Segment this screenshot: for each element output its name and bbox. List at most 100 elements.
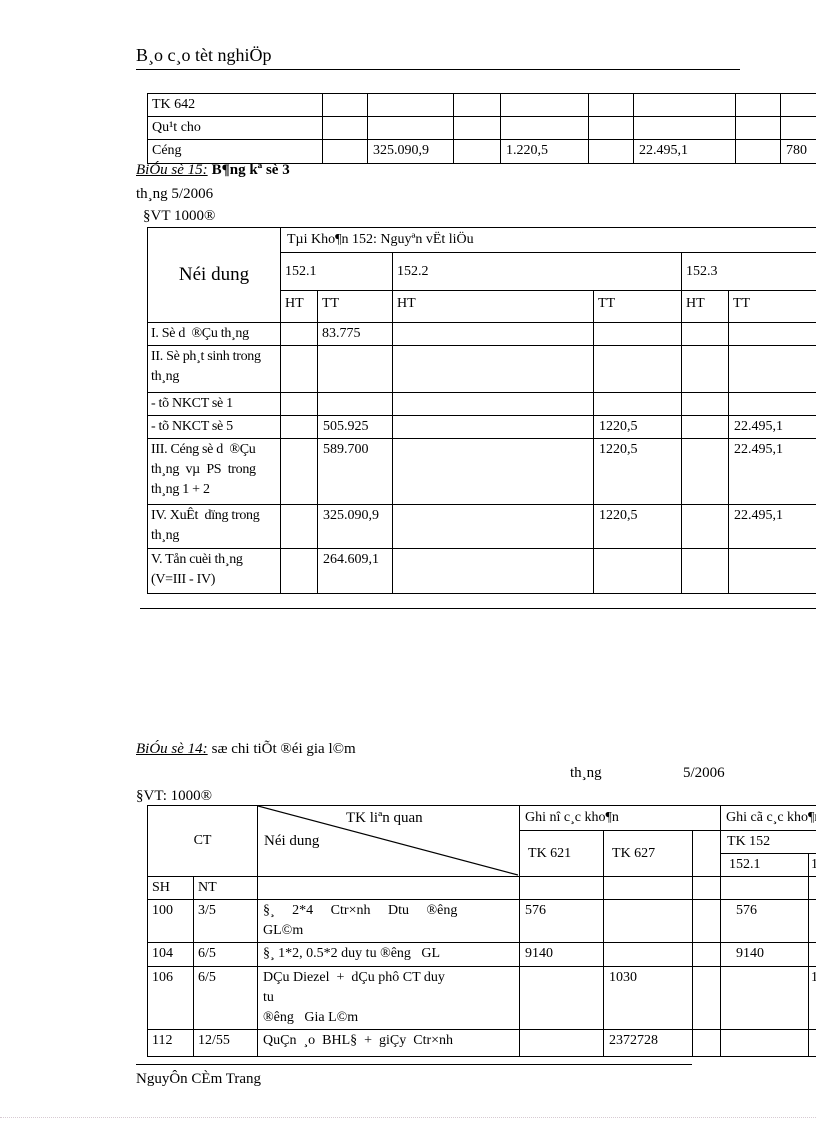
- bieu14-period-value: 5/2006: [683, 765, 725, 781]
- col-header-tt: TT: [593, 290, 682, 323]
- row-label: II. Sè ph¸t sinh trong th¸ng: [147, 345, 281, 393]
- cell-sh: 106: [147, 966, 194, 1030]
- cell-nt: 6/5: [192, 966, 259, 1030]
- summary-value-2: 1.220,5: [500, 139, 589, 164]
- summary-value-4: 780: [780, 139, 816, 164]
- page-title: B¸o c¸o tèt nghiÖp: [136, 44, 740, 70]
- cell-tt1: 589.700: [317, 438, 393, 505]
- cell-152-1: [720, 966, 810, 1030]
- table-row: III. Céng sè d ®Çu th¸ng vµ PS trong th¸…: [147, 438, 816, 505]
- bieu15-caption: BiÓu sè 15: B¶ng kª sè 3: [136, 161, 290, 179]
- table-row: TK 642: [147, 93, 816, 117]
- bieu14-unit: §VT: 1000®: [136, 788, 213, 804]
- header-row: SH NT: [147, 876, 816, 900]
- col-header-ht: HT: [280, 290, 318, 323]
- cell-tt1: 505.925: [317, 415, 393, 439]
- row-label: - tõ NKCT sè 1: [147, 392, 281, 416]
- diagonal-line: [258, 806, 519, 876]
- col-header-152-3: 152.3: [680, 252, 816, 291]
- cell-tk621: [519, 1029, 605, 1057]
- cell-tt3: 22.495,1: [727, 438, 816, 505]
- table-row: II. Sè ph¸t sinh trong th¸ng: [147, 345, 816, 393]
- col-header-152-2: 152.2: [808, 853, 816, 877]
- col-header-tk152: TK 152: [720, 830, 816, 854]
- cell-sh: 104: [147, 942, 194, 967]
- table-row: 106 6/5 DÇu Diezel + dÇu phô CT duy tu ®…: [147, 966, 816, 1030]
- bieu14-caption-title: sæ chi tiÕt ®éi gia l©m: [211, 741, 356, 757]
- col-header-152-2: 152.2: [392, 252, 682, 291]
- row-label: Qu¹t cho: [147, 116, 323, 140]
- col-header-ht: HT: [392, 290, 594, 323]
- row-label: III. Céng sè d ®Çu th¸ng vµ PS trong th¸…: [147, 438, 281, 505]
- cell-152-1: 9140: [720, 942, 810, 967]
- col-header-tt: TT: [727, 290, 816, 323]
- cell-nt: 6/5: [192, 942, 259, 967]
- col-header-noi-dung: Néi dung: [147, 227, 281, 323]
- cell-sh: 112: [147, 1029, 194, 1057]
- table-row: - tõ NKCT sè 5 505.925 1220,5 22.495,1: [147, 415, 816, 439]
- cell-tt1: 83.775: [317, 322, 393, 346]
- bieu15-table: Néi dung Tµi Kho¶n 152: Nguyªn vËt liÖu …: [147, 227, 816, 594]
- cell-152-1: [720, 1029, 810, 1057]
- bieu14-period-label: th¸ng: [570, 765, 602, 781]
- section-divider: [140, 608, 816, 609]
- footer-divider: [136, 1064, 692, 1065]
- bieu15-caption-label: BiÓu sè 15:: [136, 162, 208, 178]
- cell-nt: 12/55: [192, 1029, 259, 1057]
- table-row: 104 6/5 §¸ 1*2, 0.5*2 duy tu ®êng GL 914…: [147, 942, 816, 967]
- cell-tt1: 264.609,1: [317, 548, 393, 594]
- col-header-152-1: 152.1: [720, 853, 810, 877]
- header-row: CT TK liªn quan Néi dung Ghi nî c¸c kho¶…: [146, 805, 816, 877]
- cell-desc: §¸ 1*2, 0.5*2 duy tu ®êng GL: [257, 942, 521, 967]
- col-group-ghi-co: Ghi cã c¸c kho¶n: [720, 805, 816, 831]
- table-row: 100 3/5 §¸ 2*4 Ctr×nh Dtu ®êng GL©m 576 …: [147, 899, 816, 943]
- diag-header-tk-lien-quan: TK liªn quan: [346, 810, 423, 826]
- diagonal-header-cell: TK liªn quan Néi dung: [257, 805, 521, 877]
- cell-152-1: 576: [720, 899, 810, 943]
- col-group-title: Tµi Kho¶n 152: Nguyªn vËt liÖu: [279, 227, 816, 253]
- col-header-nt: NT: [192, 876, 259, 900]
- bieu15-unit: §VT 1000®: [143, 208, 216, 224]
- row-label: I. Sè d ®Çu th¸ng: [147, 322, 281, 346]
- table-row: 112 12/55 QuÇn ¸o BHL§ + giÇy Ctr×nh 237…: [147, 1029, 816, 1057]
- summary-value-3: 22.495,1: [633, 139, 736, 164]
- summary-table: TK 642 Qu¹t cho Céng 325.090,9 1.220,5 2…: [147, 93, 816, 164]
- cell-tk627: [603, 899, 694, 943]
- bieu15-caption-title: B¶ng kª sè 3: [211, 162, 290, 178]
- cell-152-2: [808, 899, 816, 943]
- cell-tk627: [603, 942, 694, 967]
- page-bottom-dotted-line: [0, 1117, 816, 1118]
- cell-desc: DÇu Diezel + dÇu phô CT duy tu ®êng Gia …: [257, 966, 521, 1030]
- cell-tt2: 1220,5: [593, 438, 682, 505]
- cell-tk621: [519, 966, 605, 1030]
- col-header-sh: SH: [147, 876, 194, 900]
- col-header-tt: TT: [317, 290, 393, 323]
- col-header-152-1: 152.1: [280, 252, 393, 291]
- header-row: Néi dung Tµi Kho¶n 152: Nguyªn vËt liÖu: [147, 227, 816, 323]
- cell-tk627: 2372728: [603, 1029, 694, 1057]
- table-row: - tõ NKCT sè 1: [147, 392, 816, 416]
- cell-tt3: 22.495,1: [727, 504, 816, 549]
- row-label: TK 642: [147, 93, 323, 117]
- cell-tt2: 1220,5: [593, 504, 682, 549]
- bieu14-caption-label: BiÓu sè 14:: [136, 741, 208, 757]
- bieu14-table: CT TK liªn quan Néi dung Ghi nî c¸c kho¶…: [146, 805, 816, 1057]
- row-label: - tõ NKCT sè 5: [147, 415, 281, 439]
- table-row: Céng 325.090,9 1.220,5 22.495,1 780: [147, 139, 816, 164]
- cell-tk621: 9140: [519, 942, 605, 967]
- col-header-ht: HT: [681, 290, 729, 323]
- cell-152-2: [808, 942, 816, 967]
- diag-header-noi-dung: Néi dung: [264, 833, 320, 849]
- table-row: V. Tån cuèi th¸ng (V=III - IV) 264.609,1: [147, 548, 816, 594]
- summary-value-1: 325.090,9: [367, 139, 454, 164]
- col-header-ct: CT: [146, 805, 259, 877]
- table-row: Qu¹t cho: [147, 116, 816, 140]
- cell-tt3: 22.495,1: [727, 415, 816, 439]
- bieu14-caption: BiÓu sè 14: sæ chi tiÕt ®éi gia l©m: [136, 740, 356, 758]
- cell-sh: 100: [147, 899, 194, 943]
- col-header-tk627: TK 627: [603, 830, 694, 877]
- cell-152-2: 1030: [808, 966, 816, 1030]
- bieu15-period: th¸ng 5/2006: [136, 186, 214, 202]
- cell-tk627: 1030: [603, 966, 694, 1030]
